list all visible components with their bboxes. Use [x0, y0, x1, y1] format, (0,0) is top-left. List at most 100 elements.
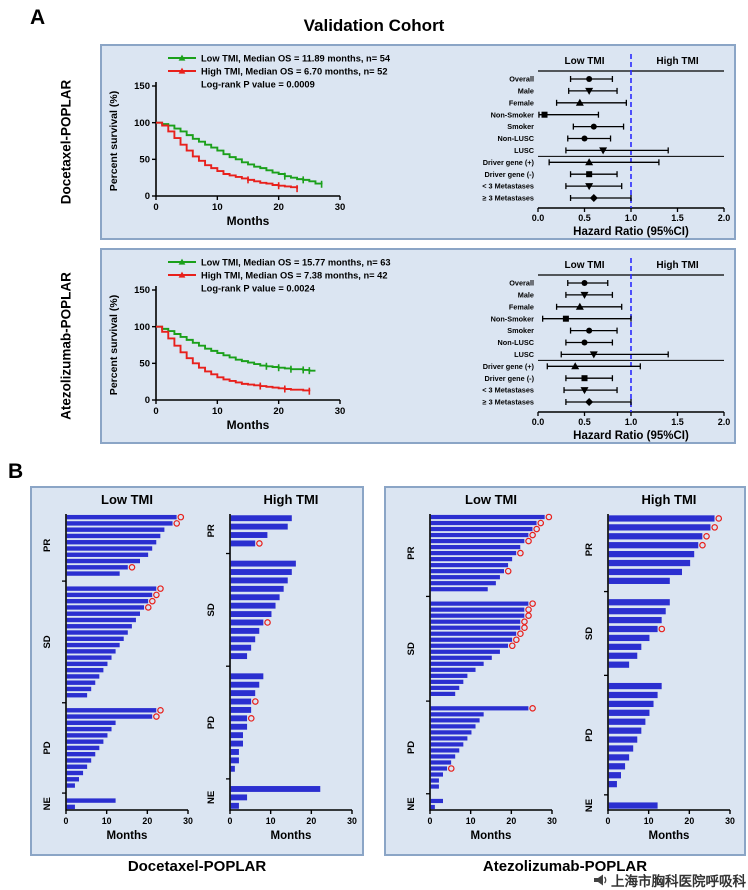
svg-text:1.5: 1.5 — [671, 213, 684, 223]
svg-text:PD: PD — [584, 728, 595, 741]
svg-text:Low TMI, Median OS = 15.77 mon: Low TMI, Median OS = 15.77 months, n= 63 — [201, 257, 391, 267]
svg-text:10: 10 — [466, 816, 476, 826]
svg-text:Months: Months — [227, 214, 270, 228]
svg-text:Hazard Ratio (95%CI): Hazard Ratio (95%CI) — [573, 226, 689, 238]
svg-text:Driver gene (+): Driver gene (+) — [483, 158, 535, 167]
svg-text:Months: Months — [107, 830, 148, 842]
svg-text:Smoker: Smoker — [507, 326, 534, 335]
svg-text:30: 30 — [725, 816, 735, 826]
svg-text:PR: PR — [584, 543, 595, 556]
svg-text:20: 20 — [273, 202, 284, 213]
svg-text:PR: PR — [406, 546, 417, 559]
docetaxel-low-tmi-title: Low TMI — [101, 492, 153, 507]
svg-text:High TMI, Median OS = 6.70 mon: High TMI, Median OS = 6.70 months, n= 52 — [201, 66, 388, 76]
svg-text:0: 0 — [64, 816, 69, 826]
svg-text:Non-Smoker: Non-Smoker — [491, 110, 535, 119]
svg-text:0.5: 0.5 — [578, 213, 591, 223]
svg-text:20: 20 — [142, 816, 152, 826]
svg-text:Months: Months — [471, 830, 512, 842]
svg-text:Overall: Overall — [509, 279, 534, 288]
svg-text:High TMI, Median OS = 7.38 mon: High TMI, Median OS = 7.38 months, n= 42 — [201, 270, 388, 280]
svg-text:0.0: 0.0 — [532, 417, 545, 427]
svg-text:Months: Months — [227, 418, 270, 432]
docetaxel-swimmer-panel: Low TMI High TMI PR SD PD NE 0 10 20 30 Months P… — [30, 486, 364, 856]
svg-text:Female: Female — [509, 302, 534, 311]
svg-text:Female: Female — [509, 98, 534, 107]
svg-text:1.0: 1.0 — [625, 213, 638, 223]
svg-text:Non-Smoker: Non-Smoker — [491, 314, 535, 323]
svg-text:0: 0 — [153, 406, 158, 417]
svg-text:NE: NE — [206, 791, 217, 804]
svg-text:PR: PR — [206, 524, 217, 537]
svg-text:0.5: 0.5 — [578, 417, 591, 427]
svg-text:10: 10 — [644, 816, 654, 826]
svg-text:Percent survival (%): Percent survival (%) — [108, 295, 120, 395]
svg-text:≥ 3 Metastases: ≥ 3 Metastases — [483, 194, 534, 203]
svg-text:Percent survival (%): Percent survival (%) — [108, 91, 120, 191]
svg-text:< 3 Metastases: < 3 Metastases — [482, 182, 534, 191]
docetaxel-low-tmi-swimmer-chart: PR SD PD NE 0 10 20 30 Months — [36, 508, 196, 852]
svg-text:0: 0 — [145, 395, 150, 406]
svg-text:100: 100 — [134, 322, 150, 333]
svg-text:30: 30 — [335, 202, 346, 213]
svg-text:0: 0 — [228, 816, 233, 826]
svg-text:Non-LUSC: Non-LUSC — [498, 134, 535, 143]
svg-text:Months: Months — [271, 830, 312, 842]
svg-text:Driver gene (-): Driver gene (-) — [485, 170, 535, 179]
svg-text:150: 150 — [134, 81, 150, 92]
svg-text:High TMI: High TMI — [656, 260, 698, 271]
docetaxel-high-tmi-title: High TMI — [263, 492, 319, 507]
svg-text:NE: NE — [42, 797, 53, 810]
svg-text:High TMI: High TMI — [656, 56, 698, 67]
atezolizumab-row-label: Atezolizumab-POPLAR — [58, 272, 74, 420]
svg-text:Overall: Overall — [509, 75, 534, 84]
svg-text:0: 0 — [428, 816, 433, 826]
svg-text:0: 0 — [145, 191, 150, 202]
svg-text:2.0: 2.0 — [718, 213, 731, 223]
docetaxel-caption: Docetaxel-POPLAR — [127, 858, 267, 875]
svg-text:SD: SD — [406, 642, 417, 655]
svg-text:1.5: 1.5 — [671, 417, 684, 427]
svg-text:150: 150 — [134, 285, 150, 296]
svg-text:PD: PD — [206, 716, 217, 729]
atezolizumab-validation-panel: 0 50 100 150 0 10 20 30 Months Percent survival (… — [100, 248, 736, 444]
svg-text:50: 50 — [139, 359, 150, 370]
svg-text:20: 20 — [506, 816, 516, 826]
svg-text:PD: PD — [406, 741, 417, 754]
svg-text:PD: PD — [42, 741, 53, 754]
svg-text:30: 30 — [547, 816, 557, 826]
svg-text:Male: Male — [518, 87, 534, 96]
svg-text:Smoker: Smoker — [507, 122, 534, 131]
svg-text:10: 10 — [212, 406, 223, 417]
docetaxel-validation-panel: 0 50 100 150 0 10 20 30 Months Percent survival (… — [100, 44, 736, 240]
svg-text:30: 30 — [183, 816, 193, 826]
atezolizumab-high-tmi-title: High TMI — [641, 492, 697, 507]
svg-text:SD: SD — [206, 603, 217, 616]
svg-text:100: 100 — [134, 118, 150, 129]
svg-text:Male: Male — [518, 291, 534, 300]
svg-text:≥ 3 Metastases: ≥ 3 Metastases — [483, 398, 534, 407]
svg-text:< 3 Metastases: < 3 Metastases — [482, 386, 534, 395]
svg-text:50: 50 — [139, 155, 150, 166]
docetaxel-row-label: Docetaxel-POPLAR — [58, 79, 74, 205]
atezolizumab-km-chart: 0 50 100 150 0 10 20 30 Months Percent survival (… — [104, 252, 452, 442]
svg-text:30: 30 — [347, 816, 357, 826]
svg-text:NE: NE — [584, 799, 595, 812]
svg-text:30: 30 — [335, 406, 346, 417]
docetaxel-high-tmi-swimmer-chart: PR SD PD NE 0 10 20 30 Months — [200, 508, 360, 852]
svg-text:10: 10 — [212, 202, 223, 213]
svg-text:Months: Months — [649, 830, 690, 842]
svg-text:0: 0 — [606, 816, 611, 826]
atezolizumab-low-tmi-swimmer-chart: PR SD PD NE 0 10 20 30 Months — [400, 508, 560, 852]
svg-text:Low TMI: Low TMI — [565, 56, 605, 67]
svg-text:SD: SD — [42, 635, 53, 648]
panel-a-label: A — [30, 6, 46, 29]
svg-text:20: 20 — [306, 816, 316, 826]
svg-text:LUSC: LUSC — [514, 146, 535, 155]
atezolizumab-caption: Atezolizumab-POPLAR — [482, 858, 648, 875]
svg-text:LUSC: LUSC — [514, 350, 535, 359]
atezolizumab-swimmer-panel: Low TMI High TMI PR SD PD NE 0 10 20 30 Months P… — [384, 486, 746, 856]
svg-text:2.0: 2.0 — [718, 417, 731, 427]
svg-text:SD: SD — [584, 627, 595, 640]
